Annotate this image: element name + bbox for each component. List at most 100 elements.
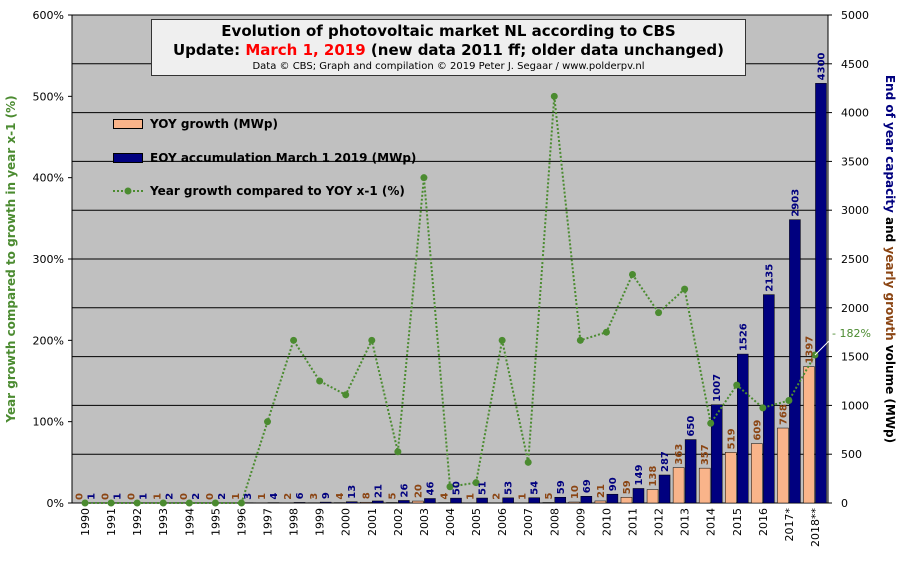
eoy-data-label: 4 <box>269 493 280 500</box>
y-right-tick-label: 2500 <box>841 253 869 266</box>
y-right-tick-label: 4500 <box>841 58 869 71</box>
y-right-tick-label: 2000 <box>841 302 869 315</box>
legend-yoy: YOY growth (MWp) <box>113 116 278 132</box>
growth-point <box>342 391 350 399</box>
x-tick-label: 2007 <box>522 508 535 536</box>
eoy-data-label: 50 <box>452 481 463 495</box>
yoy-data-label: 21 <box>596 484 607 498</box>
eoy-bar <box>476 497 488 504</box>
eoy-data-label: 51 <box>478 481 489 495</box>
growth-point <box>446 483 454 491</box>
eoy-bar <box>528 497 540 504</box>
chart-credit: Data © CBS; Graph and compilation © 2019… <box>252 61 645 72</box>
eoy-bar <box>710 404 723 504</box>
growth-point <box>420 174 428 182</box>
y-right-tick-label: 500 <box>841 448 862 461</box>
eoy-data-label: 2903 <box>790 189 801 217</box>
yoy-data-label: 1 <box>466 493 477 500</box>
growth-line-layer: - 182% <box>81 92 871 507</box>
eoy-data-label: 26 <box>399 484 410 498</box>
x-tick-label: 1992 <box>131 508 144 536</box>
y-left-tick-label: 100% <box>33 416 64 429</box>
growth-point <box>185 499 193 507</box>
x-tick-label: 1994 <box>183 508 196 536</box>
growth-point <box>550 92 558 100</box>
x-tick-label: 2016 <box>757 508 770 536</box>
y-right-axis-label: End of year capacity and yearly growth v… <box>883 75 897 443</box>
x-tick-label: 2000 <box>340 508 353 536</box>
yoy-data-label: 768 <box>778 404 789 425</box>
eoy-data-label: 9 <box>321 492 332 499</box>
eoy-data-label: 1 <box>87 493 98 500</box>
y-right-tick-label: 5000 <box>841 9 869 22</box>
growth-point <box>107 499 115 507</box>
yoy-data-label: 138 <box>648 466 659 487</box>
x-tick-label: 1990 <box>79 508 92 536</box>
legend-yoy-swatch <box>113 119 143 129</box>
x-tick-label: 1999 <box>314 508 327 536</box>
legend-eoy: EOY accumulation March 1 2019 (MWp) <box>113 150 416 166</box>
y-right-axis-label-part: volume (MWp) <box>883 341 897 443</box>
y-right-tick-label: 1500 <box>841 351 869 364</box>
growth-point <box>394 448 402 456</box>
eoy-data-label: 90 <box>608 477 619 491</box>
yoy-data-label: 0 <box>75 493 86 500</box>
x-tick-label: 2013 <box>679 508 692 536</box>
yoy-data-label: 0 <box>127 493 138 500</box>
update-date: March 1, 2019 <box>245 41 366 59</box>
eoy-data-label: 46 <box>425 482 436 496</box>
eoy-data-label: 1526 <box>738 323 749 351</box>
eoy-data-label: 2 <box>191 493 202 500</box>
eoy-bar <box>554 496 567 504</box>
chart-title-box: Evolution of photovoltaic market NL acco… <box>151 19 746 76</box>
annotation-leader <box>814 340 830 356</box>
growth-point <box>290 336 298 344</box>
eoy-data-label: 2 <box>165 493 176 500</box>
growth-point <box>368 336 376 344</box>
eoy-data-label: 13 <box>347 485 358 499</box>
y-left-tick-label: 600% <box>33 9 64 22</box>
eoy-bar <box>345 501 358 504</box>
chart-title: Evolution of photovoltaic market NL acco… <box>221 22 676 40</box>
growth-point <box>681 285 689 293</box>
yoy-bar <box>360 501 372 504</box>
y-left-tick-label: 0% <box>47 497 64 510</box>
yoy-data-label: 5 <box>387 493 398 500</box>
eoy-data-label: 3 <box>243 493 254 500</box>
bars <box>85 83 827 504</box>
growth-point <box>316 377 324 385</box>
eoy-data-label: 149 <box>634 465 645 486</box>
x-tick-label: 2011 <box>626 508 639 536</box>
yoy-data-label: 5 <box>544 493 555 500</box>
yoy-data-label: 519 <box>726 428 737 449</box>
legend-eoy-swatch <box>113 153 143 163</box>
yoy-data-label: 1 <box>257 493 268 500</box>
growth-point <box>733 381 741 389</box>
yoy-bar <box>803 366 815 504</box>
update-prefix: Update: <box>172 41 246 59</box>
y-left-tick-label: 300% <box>33 253 64 266</box>
x-tick-label: 2018** <box>809 508 822 547</box>
growth-point <box>264 418 272 426</box>
yoy-bar <box>646 489 659 504</box>
y-right-axis-label-part: and <box>883 217 897 246</box>
yoy-data-label: 1 <box>153 493 164 500</box>
eoy-bar <box>293 502 306 504</box>
yoy-bar <box>698 467 711 504</box>
x-tick-label: 2017* <box>783 508 796 542</box>
x-tick-label: 2008 <box>548 508 561 536</box>
yoy-data-label: 59 <box>622 480 633 494</box>
eoy-bar <box>372 500 384 504</box>
x-tick-label: 2012 <box>653 508 666 536</box>
growth-point <box>785 397 793 405</box>
yoy-data-label: 0 <box>179 493 190 500</box>
x-tick-label: 1997 <box>262 508 275 536</box>
y-right-axis-label-part: yearly growth <box>883 246 897 340</box>
yoy-bar <box>594 500 607 504</box>
eoy-data-label: 6 <box>295 492 306 499</box>
growth-point <box>472 479 480 487</box>
y-right-tick-label: 1000 <box>841 399 869 412</box>
eoy-bar <box>763 294 775 504</box>
legend-growth-swatch <box>113 187 143 195</box>
x-tick-label: 2001 <box>366 508 379 536</box>
